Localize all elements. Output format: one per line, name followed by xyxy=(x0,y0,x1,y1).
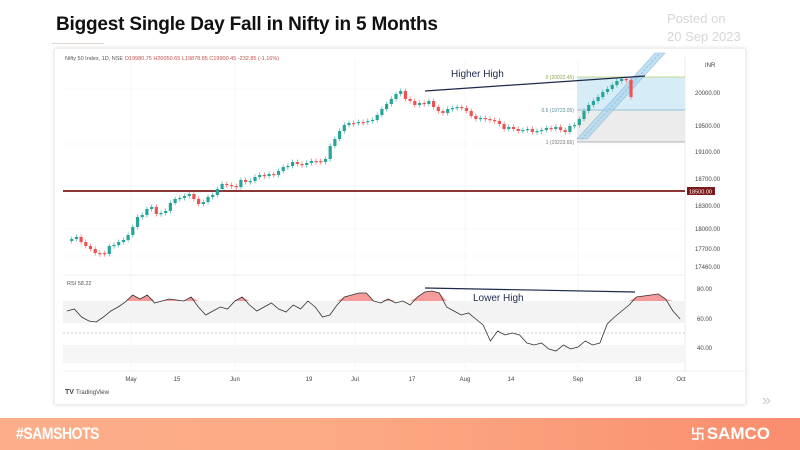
svg-text:Jun: Jun xyxy=(230,377,240,383)
high-value: H20050.65 xyxy=(153,56,181,62)
title-divider xyxy=(52,43,104,44)
svg-text:17700.00: 17700.00 xyxy=(695,247,721,253)
rising-channel xyxy=(576,52,666,140)
close-value: C19900.45 xyxy=(209,56,237,62)
page-title: Biggest Single Day Fall in Nifty in 5 Mo… xyxy=(56,14,438,35)
candlesticks xyxy=(70,76,633,257)
support-price-label: 18500.00 xyxy=(689,190,712,196)
svg-text:14: 14 xyxy=(508,377,515,383)
open-value: O19980.75 xyxy=(124,56,152,62)
svg-text:18300.00: 18300.00 xyxy=(695,204,721,210)
svg-text:19: 19 xyxy=(306,377,313,383)
fib-05-label: 0.5 (19723.05) xyxy=(541,108,574,114)
higher-high-trendline xyxy=(424,75,646,92)
svg-text:Jul: Jul xyxy=(351,377,359,383)
chart-card: 0 (20022.45) 0.5 (19723.05) 1 (19223.65)… xyxy=(54,48,746,405)
svg-text:May: May xyxy=(125,377,136,383)
svg-text:18: 18 xyxy=(635,377,642,383)
rsi-line xyxy=(66,290,681,352)
lower-high-trendline xyxy=(424,287,636,293)
svg-text:40.00: 40.00 xyxy=(697,346,713,352)
svg-text:18700.00: 18700.00 xyxy=(695,177,721,183)
samco-logo: 卐 SAMCO xyxy=(690,424,770,443)
svg-text:15: 15 xyxy=(174,377,181,383)
svg-text:80.00: 80.00 xyxy=(697,287,713,293)
currency-label: INR xyxy=(705,63,716,69)
low-value: L19878.85 xyxy=(181,56,208,62)
hashtag-label: #SAMSHOTS xyxy=(16,424,100,443)
svg-text:17460.00: 17460.00 xyxy=(695,265,721,271)
svg-text:19500.00: 19500.00 xyxy=(695,124,721,130)
svg-text:Oct: Oct xyxy=(676,377,686,383)
rsi-axis[interactable]: 80.00 60.00 40.00 xyxy=(697,287,713,352)
samco-symbol-icon: 卐 xyxy=(690,426,705,442)
rsi-label: RSI 58.22 xyxy=(67,281,91,287)
symbol-legend: Nifty 50 Index, 1D, NSE O19980.75 H20050… xyxy=(65,56,279,62)
posted-value: 20 Sep 2023 xyxy=(667,29,741,44)
change-value: -232.85 (-1.16%) xyxy=(237,56,280,62)
fib-0-label: 0 (20022.45) xyxy=(546,75,575,81)
price-axis[interactable]: 20000.00 19500.00 19100.00 18700.00 1830… xyxy=(695,91,721,271)
lower-high-label: Lower High xyxy=(473,293,524,304)
svg-text:18000.00: 18000.00 xyxy=(695,227,721,233)
time-axis[interactable]: May 15 Jun 19 Jul 17 Aug 14 Sep 18 Oct xyxy=(125,377,686,383)
svg-text:19100.00: 19100.00 xyxy=(695,150,721,156)
posted-date: Posted on 20 Sep 2023 xyxy=(667,10,741,46)
rsi-band xyxy=(63,301,685,323)
next-chevron-icon[interactable]: » xyxy=(762,392,771,409)
posted-label: Posted on xyxy=(667,11,726,26)
svg-text:17: 17 xyxy=(409,377,416,383)
price-chart[interactable]: 0 (20022.45) 0.5 (19723.05) 1 (19223.65)… xyxy=(55,49,747,406)
rsi-overbought-fill xyxy=(67,291,681,301)
svg-text:Sep: Sep xyxy=(573,377,584,383)
footer-banner: #SAMSHOTS 卐 SAMCO xyxy=(0,418,800,450)
tradingview-logo: TV TradingView xyxy=(65,389,109,396)
fib-1-label: 1 (19223.65) xyxy=(546,140,575,146)
svg-text:60.00: 60.00 xyxy=(697,317,713,323)
symbol-name: Nifty 50 Index, 1D, NSE xyxy=(65,56,124,62)
support-price-tag xyxy=(687,187,715,195)
higher-high-label: Higher High xyxy=(451,69,504,80)
tradingview-icon: TV xyxy=(65,389,74,396)
svg-text:Aug: Aug xyxy=(460,377,471,383)
svg-text:20000.00: 20000.00 xyxy=(695,91,721,97)
